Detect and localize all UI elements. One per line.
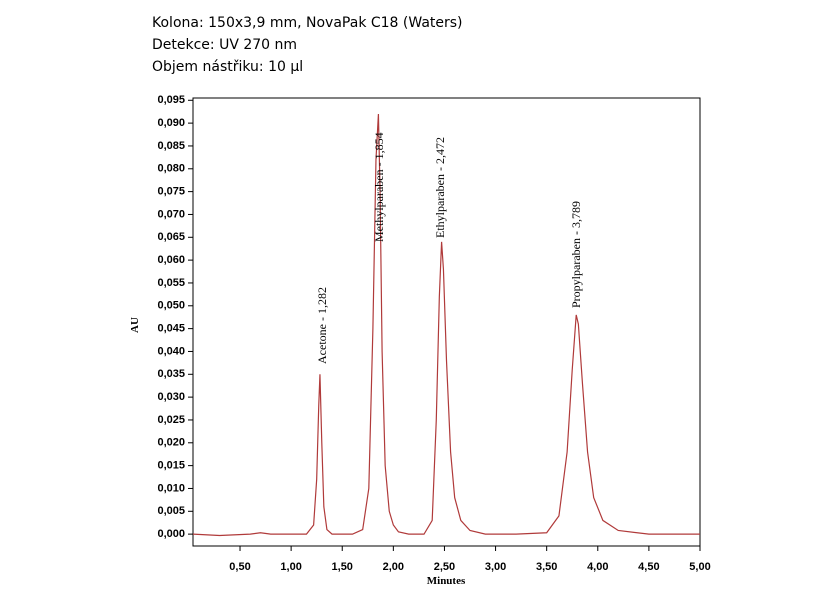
y-tick-label: 0,070: [157, 208, 185, 220]
y-tick-label: 0,020: [157, 437, 185, 449]
peak-label: Methylparaben - 1,854: [372, 132, 386, 242]
y-tick-label: 0,055: [157, 277, 185, 289]
x-axis-label: Minutes: [427, 575, 466, 587]
header-line: Detekce: UV 270 nm: [152, 37, 297, 53]
peak-label: Acetone - 1,282: [315, 287, 329, 364]
header-line: Objem nástřiku: 10 µl: [152, 59, 303, 75]
y-tick-label: 0,000: [157, 528, 185, 540]
x-tick-label: 2,50: [434, 561, 455, 573]
y-tick-label: 0,045: [157, 323, 185, 335]
x-tick-label: 3,00: [485, 561, 506, 573]
y-tick-label: 0,085: [157, 140, 185, 152]
y-tick-label: 0,050: [157, 300, 185, 312]
x-tick-label: 3,50: [536, 561, 557, 573]
y-axis-label: AU: [129, 317, 141, 333]
y-tick-label: 0,040: [157, 345, 185, 357]
chromatogram-line: [192, 113, 700, 537]
y-tick-label: 0,075: [157, 186, 185, 198]
x-tick-label: 1,50: [332, 561, 353, 573]
y-tick-label: 0,080: [157, 163, 185, 175]
x-tick-label: 2,00: [383, 561, 404, 573]
y-tick-label: 0,090: [157, 117, 185, 129]
x-tick-label: 0,50: [229, 561, 250, 573]
y-tick-label: 0,010: [157, 482, 185, 494]
y-tick-label: 0,025: [157, 414, 185, 426]
y-tick-label: 0,035: [157, 368, 185, 380]
y-tick-label: 0,030: [157, 391, 185, 403]
plot-frame: [192, 97, 701, 547]
x-tick-label: 4,00: [587, 561, 608, 573]
x-tick-label: 4,50: [638, 561, 659, 573]
x-tick-label: 1,00: [280, 561, 301, 573]
header-line: Kolona: 150x3,9 mm, NovaPak C18 (Waters): [152, 15, 463, 31]
y-tick-label: 0,095: [157, 94, 185, 106]
y-tick-label: 0,060: [157, 254, 185, 266]
peak-label: Ethylparaben - 2,472: [433, 137, 447, 238]
x-tick-label: 5,00: [689, 561, 710, 573]
y-tick-label: 0,065: [157, 231, 185, 243]
peak-label: Propylparaben - 3,789: [569, 201, 583, 308]
y-tick-label: 0,005: [157, 505, 185, 517]
y-tick-label: 0,015: [157, 460, 185, 472]
